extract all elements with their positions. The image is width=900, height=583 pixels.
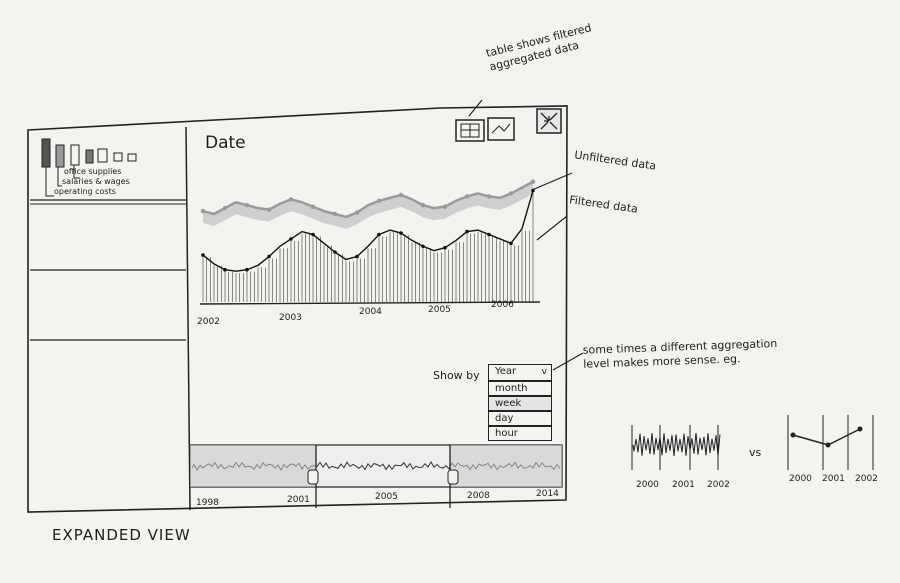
filtered-point [333,250,337,254]
sidebar-minibars [41,138,137,197]
unfiltered-point [442,204,448,209]
unfiltered-point [288,197,294,202]
example-label: 2001 [672,480,695,490]
filtered-point [223,267,227,272]
show-by-label: Show by [433,369,480,382]
unfiltered-point [420,203,426,208]
filtered-point [399,231,403,235]
unfiltered-point [266,207,272,212]
x-tick: 2005 [428,305,451,315]
unfiltered-point [508,191,514,196]
unfiltered-point [310,204,316,209]
unfiltered-point [464,194,470,199]
x-tick: 2002 [197,317,220,327]
line-chart-icon[interactable] [487,117,515,141]
example-aggregated-chart [787,415,874,470]
unfiltered-point [332,211,338,217]
timeline-label: 2008 [467,491,490,501]
legend-item: operating costs [54,187,116,196]
x-axis [199,301,541,305]
example-label: 2001 [822,474,845,484]
unfiltered-point [530,179,536,184]
show-by-select[interactable]: Year v [488,364,552,381]
line-chart [200,179,536,302]
filtered-line [202,190,534,272]
option-month[interactable]: month [488,381,552,396]
unfiltered-point [200,208,206,214]
x-tick: 2004 [359,307,382,317]
timeline-label: 2005 [375,492,398,502]
expanded-view-caption: EXPANDED VIEW [52,526,191,544]
filtered-point [509,241,513,246]
timeline-label: 2014 [536,489,559,499]
timeline [189,444,563,508]
x-tick: 2006 [491,300,514,310]
filtered-point [355,254,359,259]
unfiltered-point [486,194,492,199]
filtered-point [245,267,249,272]
collapse-icon[interactable] [536,108,562,134]
timeline-label: 1998 [196,498,219,508]
unfiltered-point [354,210,360,215]
vs-label: vs [749,446,762,459]
option-hour[interactable]: hour [488,426,552,441]
unfiltered-point [244,203,250,208]
filtered-point [377,232,381,237]
legend-item: office supplies [64,167,122,176]
option-week[interactable]: week [488,396,552,411]
sidebar-divider [185,126,191,511]
filtered-point [443,245,447,250]
panel-title: Date [205,133,246,153]
filtered-point [289,237,293,241]
filtered-point [487,232,491,237]
chevron-down-icon: v [541,367,547,377]
window-frame [27,105,568,513]
option-day[interactable]: day [488,411,552,426]
filtered-point [421,244,425,249]
example-label: 2002 [707,480,730,490]
example-label: 2000 [789,474,812,484]
unfiltered-point [398,192,404,198]
unfiltered-point [376,198,382,203]
unfiltered-point [222,205,228,211]
filtered-point [465,229,469,234]
legend-item: salaries & wages [62,177,130,186]
show-by-selected: Year [495,366,517,377]
x-tick: 2003 [279,313,302,323]
example-label: 2000 [636,480,659,490]
unfiltered-line [202,180,534,219]
timeline-label: 2001 [287,495,310,505]
table-icon[interactable] [455,119,485,142]
filtered-point [201,253,205,257]
example-noisy-chart [631,425,721,470]
filtered-point [267,254,271,259]
example-label: 2002 [855,474,878,484]
filtered-point [311,232,315,237]
